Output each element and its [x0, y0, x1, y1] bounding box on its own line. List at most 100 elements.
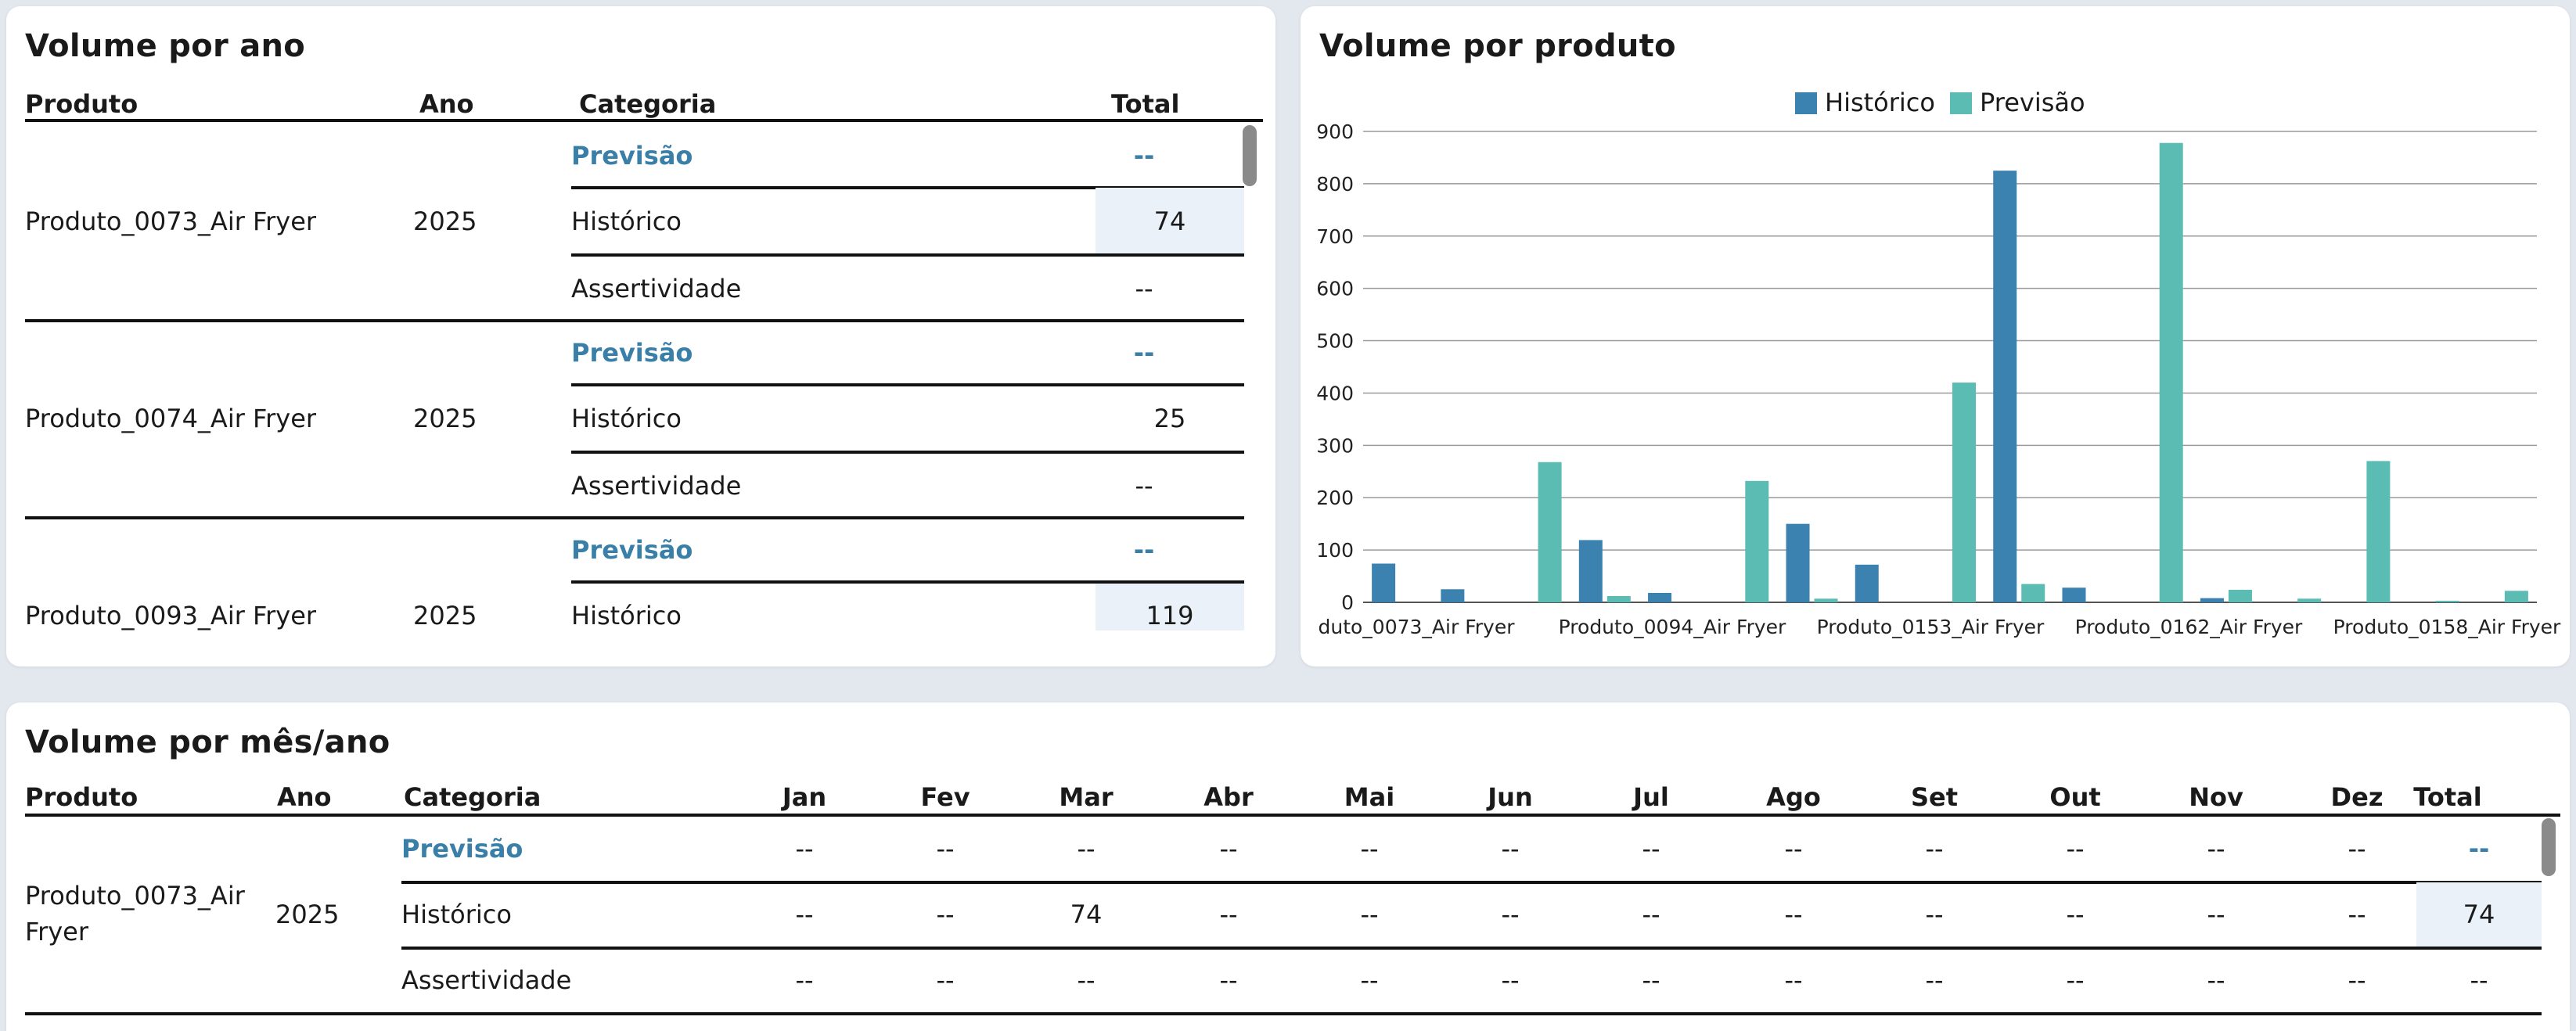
- bar-historico[interactable]: [1993, 171, 2017, 602]
- total-highlight: [1096, 584, 1244, 630]
- month-value-previsao: --: [1077, 834, 1096, 864]
- month-value-assertividade: --: [1501, 965, 1520, 995]
- col-header-month[interactable]: Abr: [1203, 782, 1254, 812]
- table-scrollbar[interactable]: [2542, 818, 2556, 876]
- value-previsao: --: [1133, 535, 1155, 565]
- bar-historico[interactable]: [1648, 592, 1672, 602]
- product-name: Produto_0073_Air Fryer: [25, 207, 317, 236]
- category-historico: Histórico: [401, 900, 512, 929]
- col-header-categoria[interactable]: Categoria: [404, 782, 541, 812]
- col-header-month[interactable]: Mar: [1059, 782, 1114, 812]
- bar-previsao[interactable]: [1745, 480, 1769, 602]
- month-value-historico: --: [1219, 900, 1238, 929]
- col-header-total[interactable]: Total: [1111, 89, 1180, 119]
- bar-previsao[interactable]: [2159, 142, 2183, 602]
- month-value-historico: 74: [1070, 900, 1103, 929]
- total-historico: 74: [2463, 900, 2495, 929]
- year-value: 2025: [413, 601, 477, 630]
- col-header-month[interactable]: Out: [2049, 782, 2101, 812]
- bar-chart: 900 800 700 600 500 400 300 200 100 0duto_0073_Ai…: [1316, 120, 2561, 638]
- volume-por-mes-ano-panel: Volume por mês/ano Produto Ano Categoria…: [6, 702, 2570, 1031]
- category-historico: Histórico: [571, 207, 682, 236]
- month-value-historico: --: [2207, 900, 2225, 929]
- category-assertividade: Assertividade: [571, 471, 742, 501]
- bar-historico[interactable]: [1372, 563, 1396, 602]
- bar-historico[interactable]: [1786, 523, 1810, 602]
- col-header-month[interactable]: Jan: [782, 782, 827, 812]
- month-value-historico: --: [1784, 900, 1803, 929]
- col-header-month[interactable]: Fev: [920, 782, 970, 812]
- y-tick-label: 600: [1316, 278, 1354, 300]
- category-previsao: Previsão: [571, 535, 693, 565]
- value-assertividade: --: [1135, 274, 1153, 304]
- category-previsao: Previsão: [401, 834, 523, 864]
- bar-previsao[interactable]: [1952, 383, 1976, 602]
- col-header-produto[interactable]: Produto: [25, 89, 139, 119]
- product-name: Produto_0093_Air Fryer: [25, 601, 317, 630]
- month-value-historico: --: [795, 900, 814, 929]
- col-header-month[interactable]: Ago: [1766, 782, 1821, 812]
- row-divider: [571, 451, 1244, 454]
- legend-label-historico[interactable]: Histórico: [1825, 88, 1935, 117]
- bar-historico[interactable]: [2200, 598, 2224, 602]
- bar-historico[interactable]: [2062, 587, 2086, 602]
- month-value-historico: --: [1501, 900, 1520, 929]
- month-value-historico: --: [1360, 900, 1379, 929]
- month-value-assertividade: --: [1077, 965, 1096, 995]
- legend-swatch-historico: [1795, 92, 1817, 114]
- legend-swatch-previsao: [1950, 92, 1972, 114]
- col-header-produto[interactable]: Produto: [25, 782, 139, 812]
- col-header-total[interactable]: Total: [2413, 782, 2482, 812]
- product-name: Produto_0073_Air: [25, 881, 245, 911]
- x-tick-label: Produto_0094_Air Fryer: [1559, 616, 1786, 638]
- month-value-previsao: --: [1219, 834, 1238, 864]
- category-previsao: Previsão: [571, 141, 693, 171]
- bar-previsao[interactable]: [2504, 591, 2528, 602]
- col-header-ano[interactable]: Ano: [277, 782, 332, 812]
- month-value-historico: --: [1925, 900, 1944, 929]
- bar-previsao[interactable]: [1538, 462, 1562, 602]
- col-header-month[interactable]: Dez: [2330, 782, 2384, 812]
- col-header-month[interactable]: Set: [1910, 782, 1959, 812]
- total-assertividade: --: [2470, 965, 2488, 995]
- bar-historico[interactable]: [1578, 540, 1603, 602]
- month-value-previsao: --: [2348, 834, 2366, 864]
- year-value: 2025: [413, 207, 477, 236]
- bar-previsao[interactable]: [1814, 598, 1838, 602]
- category-previsao: Previsão: [571, 338, 693, 368]
- month-value-assertividade: --: [2066, 965, 2085, 995]
- group-divider: [25, 319, 1244, 322]
- month-value-previsao: --: [2207, 834, 2225, 864]
- bar-previsao[interactable]: [2435, 600, 2459, 602]
- col-header-ano[interactable]: Ano: [419, 89, 474, 119]
- category-assertividade: Assertividade: [571, 274, 742, 304]
- legend-label-previsao[interactable]: Previsão: [1980, 88, 2085, 117]
- col-header-month[interactable]: Jun: [1488, 782, 1533, 812]
- volume-por-ano-panel: Volume por ano Produto Ano Categoria Tot…: [6, 6, 1275, 666]
- row-divider: [571, 580, 1244, 584]
- col-header-month[interactable]: Mai: [1344, 782, 1395, 812]
- group-divider: [25, 516, 1244, 519]
- col-header-categoria[interactable]: Categoria: [579, 89, 717, 119]
- month-value-previsao: --: [1784, 834, 1803, 864]
- bar-historico[interactable]: [1441, 589, 1465, 602]
- panel-title: Volume por mês/ano: [25, 724, 390, 760]
- bar-previsao[interactable]: [2297, 598, 2322, 602]
- month-value-previsao: --: [1925, 834, 1944, 864]
- month-value-assertividade: --: [795, 965, 814, 995]
- bar-previsao[interactable]: [2366, 461, 2391, 602]
- col-header-month[interactable]: Jul: [1633, 782, 1669, 812]
- table-scrollbar[interactable]: [1243, 125, 1257, 186]
- value-previsao: --: [1133, 141, 1155, 171]
- month-value-historico: --: [2348, 900, 2366, 929]
- panel-title: Volume por produto: [1319, 28, 1676, 64]
- month-value-previsao: --: [1642, 834, 1660, 864]
- bar-previsao[interactable]: [2228, 589, 2252, 602]
- bar-previsao[interactable]: [2021, 584, 2045, 602]
- bar-historico[interactable]: [1855, 564, 1879, 602]
- y-tick-label: 300: [1316, 434, 1354, 457]
- volume-por-produto-panel: Volume por produto Histórico Previsão 90…: [1301, 6, 2570, 666]
- col-header-month[interactable]: Nov: [2189, 782, 2243, 812]
- bar-previsao[interactable]: [1606, 595, 1631, 602]
- year-value: 2025: [275, 900, 340, 929]
